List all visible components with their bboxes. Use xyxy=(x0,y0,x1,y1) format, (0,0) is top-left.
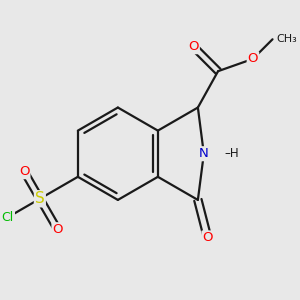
Text: O: O xyxy=(248,52,258,65)
Text: Cl: Cl xyxy=(1,211,13,224)
Text: O: O xyxy=(202,231,213,244)
Text: S: S xyxy=(35,191,45,206)
Text: O: O xyxy=(188,40,199,53)
Text: –H: –H xyxy=(225,147,239,160)
Text: CH₃: CH₃ xyxy=(276,34,297,44)
Text: N: N xyxy=(199,147,209,160)
Text: O: O xyxy=(19,165,29,178)
Text: O: O xyxy=(52,223,63,236)
